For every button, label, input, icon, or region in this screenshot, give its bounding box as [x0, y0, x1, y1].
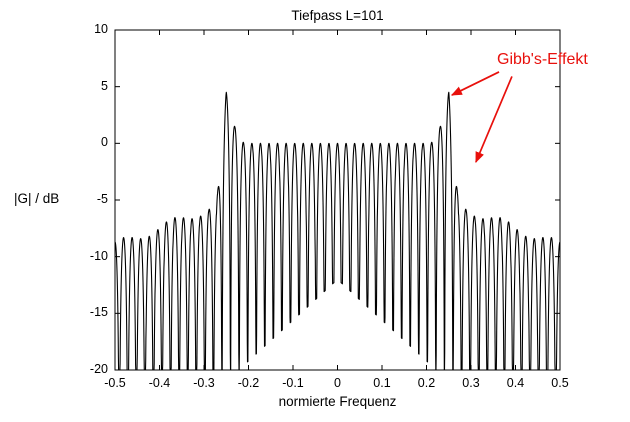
- x-tick-label: 0.5: [551, 376, 569, 390]
- x-tick-label: -0.3: [193, 376, 215, 390]
- chart-title: Tiefpass L=101: [291, 8, 384, 23]
- annotation-arrows: [450, 71, 513, 163]
- x-tick-label: 0: [334, 376, 341, 390]
- x-tick-label: -0.2: [237, 376, 260, 390]
- x-tick-label: -0.4: [148, 376, 171, 390]
- y-axis-label: |G| / dB: [14, 191, 60, 206]
- x-tick-label: -0.1: [282, 376, 304, 390]
- x-tick-label: 0.1: [373, 376, 391, 390]
- y-tick-label: -5: [96, 192, 108, 206]
- x-tick-label: 0.2: [417, 376, 436, 390]
- x-tick-label: -0.5: [104, 376, 126, 390]
- y-tick-label: 5: [101, 78, 108, 93]
- y-tick-label: 10: [94, 22, 108, 36]
- y-tick-label: -10: [89, 248, 108, 263]
- y-tick-label: -15: [89, 305, 108, 320]
- y-tick-label: 0: [101, 135, 108, 150]
- magnitude-response-curve: [114, 91, 561, 371]
- gibbs-effekt-annotation-label: Gibb's-Effekt: [497, 51, 588, 68]
- y-tick-label: -20: [89, 362, 108, 376]
- x-tick-label: 0.4: [506, 376, 525, 390]
- plot-axes-box: [114, 29, 561, 371]
- x-axis-label: normierte Frequenz: [278, 394, 397, 409]
- x-tick-label: 0.3: [462, 376, 480, 390]
